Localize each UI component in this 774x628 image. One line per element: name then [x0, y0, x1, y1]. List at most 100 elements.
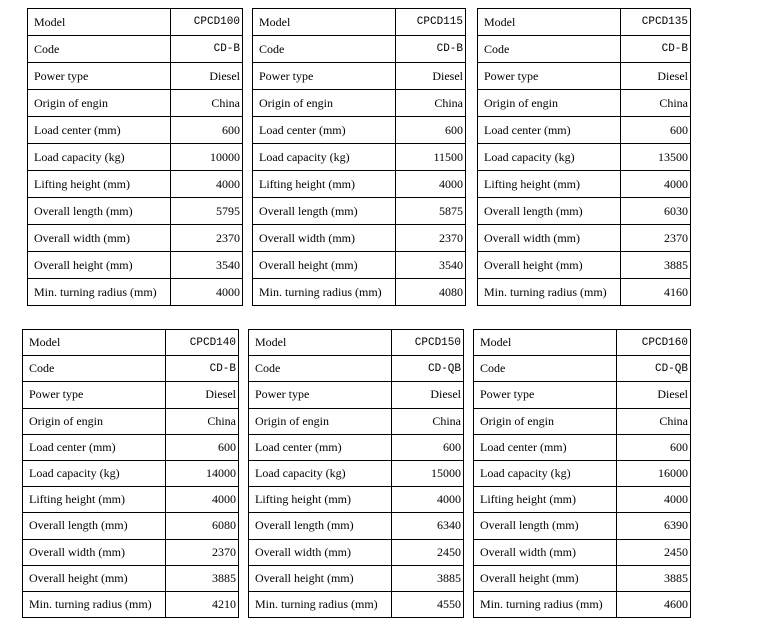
table-row: Overall height (mm) 3885	[477, 251, 691, 279]
spec-label: Load capacity (kg)	[27, 143, 171, 171]
table-row: Overall width (mm) 2370	[477, 224, 691, 252]
spec-value: 4000	[395, 170, 466, 198]
table-row: Overall width (mm) 2450	[473, 538, 691, 566]
table-row: Overall height (mm) 3885	[473, 564, 691, 592]
spec-table-cpcd140: Model CPCD140 Code CD-B Power type Diesel Orig…	[22, 328, 239, 619]
spec-label: Overall width (mm)	[252, 224, 396, 252]
table-row: Code CD-B	[477, 35, 691, 63]
spec-label: Load center (mm)	[252, 116, 396, 144]
spec-label: Load capacity (kg)	[22, 459, 166, 488]
spec-label: Overall width (mm)	[473, 538, 617, 566]
spec-value: CD-B	[620, 35, 691, 63]
table-row: Origin of engin China	[252, 89, 466, 117]
spec-value: 4000	[170, 170, 243, 198]
spec-label: Lifting height (mm)	[27, 170, 171, 198]
table-row: Model CPCD140	[22, 328, 239, 357]
spec-label: Overall height (mm)	[27, 251, 171, 279]
table-row: Power type Diesel	[252, 62, 466, 90]
table-row: Lifting height (mm) 4000	[27, 170, 243, 198]
spec-value: 5795	[170, 197, 243, 225]
table-row: Overall length (mm) 5795	[27, 197, 243, 225]
spec-label: Overall length (mm)	[27, 197, 171, 225]
table-row: Origin of engin China	[27, 89, 243, 117]
spec-label: Code	[473, 355, 617, 383]
spec-label: Min. turning radius (mm)	[248, 590, 392, 619]
table-row: Load capacity (kg) 10000	[27, 143, 243, 171]
spec-label: Lifting height (mm)	[22, 486, 166, 514]
spec-value: 5875	[395, 197, 466, 225]
spec-value: 600	[165, 433, 239, 461]
spec-label: Model	[22, 328, 166, 357]
spec-label: Code	[248, 355, 392, 383]
spec-value: 600	[391, 433, 464, 461]
table-row: Origin of engin China	[477, 89, 691, 117]
spec-label: Overall height (mm)	[22, 564, 166, 592]
spec-label: Overall width (mm)	[477, 224, 621, 252]
spec-value: CPCD140	[165, 328, 239, 357]
table-row: Code CD-B	[27, 35, 243, 63]
table-row: Power type Diesel	[27, 62, 243, 90]
table-row: Min. turning radius (mm) 4000	[27, 278, 243, 306]
spec-value: Diesel	[391, 381, 464, 409]
spec-label: Origin of engin	[252, 89, 396, 117]
spec-label: Load center (mm)	[477, 116, 621, 144]
table-row: Min. turning radius (mm) 4210	[22, 590, 239, 619]
spec-value: 10000	[170, 143, 243, 171]
spec-value: 4210	[165, 590, 239, 619]
table-row: Load capacity (kg) 15000	[248, 459, 464, 488]
spec-value: 4600	[616, 590, 691, 619]
spec-value: 2370	[165, 538, 239, 566]
spec-value: 11500	[395, 143, 466, 171]
spec-label: Min. turning radius (mm)	[27, 278, 171, 306]
spec-label: Origin of engin	[473, 407, 617, 435]
table-row: Code CD-QB	[473, 355, 691, 383]
table-row: Overall length (mm) 6340	[248, 512, 464, 540]
spec-value: 600	[170, 116, 243, 144]
spec-label: Overall height (mm)	[477, 251, 621, 279]
spec-label: Load center (mm)	[473, 433, 617, 461]
spec-label: Overall length (mm)	[22, 512, 166, 540]
spec-label: Overall height (mm)	[248, 564, 392, 592]
table-row: Code CD-B	[22, 355, 239, 383]
spec-value: China	[620, 89, 691, 117]
table-row: Min. turning radius (mm) 4160	[477, 278, 691, 306]
spec-label: Overall length (mm)	[477, 197, 621, 225]
spec-value: 4160	[620, 278, 691, 306]
spec-value: China	[165, 407, 239, 435]
spec-value: Diesel	[395, 62, 466, 90]
spec-value: 3540	[170, 251, 243, 279]
spec-value: 2450	[391, 538, 464, 566]
spec-label: Lifting height (mm)	[248, 486, 392, 514]
spec-value: CPCD100	[170, 8, 243, 36]
spec-value: CD-B	[165, 355, 239, 383]
spec-value: 6080	[165, 512, 239, 540]
spec-label: Load capacity (kg)	[477, 143, 621, 171]
table-row: Overall width (mm) 2370	[252, 224, 466, 252]
spec-value: 6340	[391, 512, 464, 540]
spec-table-cpcd135: Model CPCD135 Code CD-B Power type Diesel Orig…	[477, 8, 691, 306]
spec-label: Power type	[477, 62, 621, 90]
spec-label: Load capacity (kg)	[473, 459, 617, 488]
spec-value: 3885	[616, 564, 691, 592]
spec-label: Load capacity (kg)	[252, 143, 396, 171]
table-row: Load capacity (kg) 14000	[22, 459, 239, 488]
table-row: Load center (mm) 600	[22, 433, 239, 461]
spec-value: 4000	[616, 486, 691, 514]
table-row: Overall width (mm) 2370	[22, 538, 239, 566]
table-row: Overall length (mm) 5875	[252, 197, 466, 225]
spec-label: Model	[248, 328, 392, 357]
table-row: Overall width (mm) 2370	[27, 224, 243, 252]
spec-label: Lifting height (mm)	[477, 170, 621, 198]
spec-value: 600	[395, 116, 466, 144]
table-row: Model CPCD150	[248, 328, 464, 357]
table-row: Power type Diesel	[22, 381, 239, 409]
spec-value: 3885	[391, 564, 464, 592]
spec-value: 4550	[391, 590, 464, 619]
spec-value: 6030	[620, 197, 691, 225]
spec-value: China	[170, 89, 243, 117]
spec-label: Model	[477, 8, 621, 36]
spec-label: Origin of engin	[22, 407, 166, 435]
spec-value: 15000	[391, 459, 464, 488]
spec-value: 2370	[395, 224, 466, 252]
spec-label: Code	[477, 35, 621, 63]
